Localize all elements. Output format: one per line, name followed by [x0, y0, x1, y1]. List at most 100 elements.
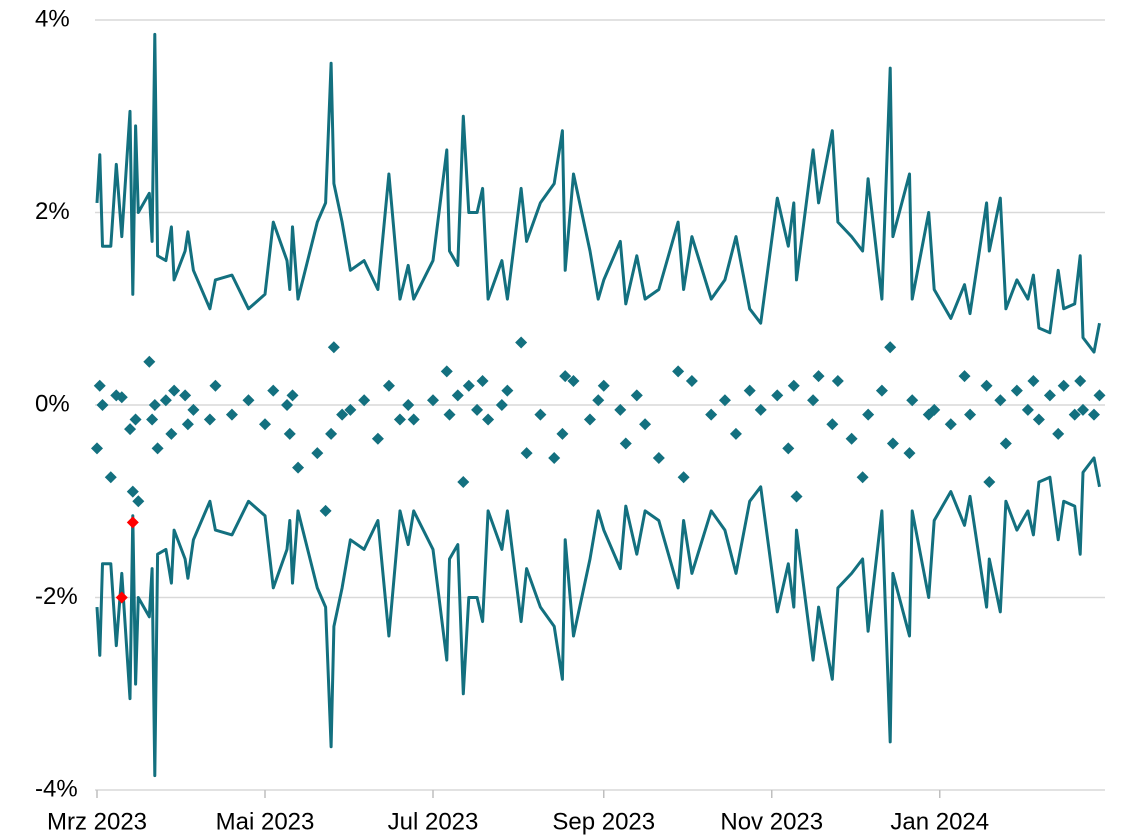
point — [382, 379, 395, 392]
point — [115, 391, 128, 404]
point — [771, 389, 784, 402]
point — [482, 413, 495, 426]
point — [124, 423, 137, 436]
point — [1052, 427, 1065, 440]
point — [393, 413, 406, 426]
point — [168, 384, 181, 397]
point — [344, 403, 357, 416]
point — [181, 418, 194, 431]
point — [1032, 413, 1045, 426]
point — [630, 389, 643, 402]
point — [614, 403, 627, 416]
point — [845, 432, 858, 445]
point — [790, 490, 803, 503]
point — [831, 374, 844, 387]
point — [862, 408, 875, 421]
point — [146, 413, 159, 426]
point — [259, 418, 271, 431]
point — [903, 447, 916, 460]
point — [743, 384, 756, 397]
point — [371, 432, 384, 445]
y-tick-label: 0% — [35, 390, 70, 417]
point — [327, 341, 340, 354]
point — [548, 451, 561, 464]
point — [319, 504, 332, 517]
y-tick-label: 4% — [35, 5, 70, 32]
point — [567, 374, 580, 387]
point — [559, 370, 572, 383]
point — [96, 399, 109, 411]
point — [1093, 389, 1106, 402]
x-tick-label: Jul 2023 — [388, 808, 479, 835]
point — [129, 413, 142, 426]
point — [958, 370, 971, 383]
point — [652, 451, 665, 464]
point — [151, 442, 164, 455]
line — [95, 456, 1101, 778]
y-tick-label: 2% — [35, 198, 70, 225]
point — [964, 408, 977, 421]
point — [187, 403, 200, 416]
point — [520, 447, 533, 460]
point — [672, 365, 685, 378]
point — [1057, 379, 1070, 392]
point — [685, 374, 698, 387]
point — [225, 408, 238, 421]
point — [619, 437, 632, 450]
point — [782, 442, 795, 455]
y-tick-label: -4% — [35, 775, 78, 802]
point — [639, 418, 652, 431]
point — [592, 394, 605, 407]
point — [875, 384, 888, 397]
point — [787, 379, 800, 392]
point — [999, 437, 1012, 450]
point — [325, 427, 338, 440]
point — [534, 408, 547, 421]
point — [1027, 374, 1040, 387]
point — [994, 394, 1007, 407]
x-tick-label: Jan 2024 — [890, 808, 989, 835]
x-tick-label: Mrz 2023 — [47, 808, 147, 835]
point — [281, 399, 294, 411]
point — [165, 427, 178, 440]
point — [104, 471, 117, 484]
point — [209, 379, 222, 392]
point — [754, 403, 767, 416]
point — [718, 394, 731, 407]
point — [126, 516, 139, 529]
point — [1074, 374, 1087, 387]
point — [179, 389, 192, 402]
point — [358, 394, 371, 407]
y-tick-label: -2% — [35, 583, 78, 610]
point — [1021, 403, 1034, 416]
point — [159, 394, 172, 407]
point — [286, 389, 299, 402]
point — [983, 476, 996, 488]
point — [583, 413, 596, 426]
point — [1068, 408, 1081, 421]
point — [476, 374, 489, 387]
point — [267, 384, 280, 397]
point — [292, 461, 305, 474]
point — [729, 427, 742, 440]
line — [95, 32, 1101, 354]
point — [440, 365, 453, 378]
point — [471, 403, 484, 416]
point — [1010, 384, 1023, 397]
point — [451, 389, 464, 402]
x-tick-label: Sep 2023 — [552, 808, 655, 835]
point — [501, 384, 514, 397]
point — [443, 408, 456, 421]
point — [515, 336, 528, 349]
point — [807, 394, 820, 407]
point — [91, 442, 103, 455]
point — [856, 471, 869, 484]
point — [203, 413, 216, 426]
point — [812, 370, 825, 383]
point — [826, 418, 839, 431]
point — [1043, 389, 1056, 402]
point — [980, 379, 993, 392]
point — [495, 399, 508, 411]
point — [311, 447, 324, 460]
